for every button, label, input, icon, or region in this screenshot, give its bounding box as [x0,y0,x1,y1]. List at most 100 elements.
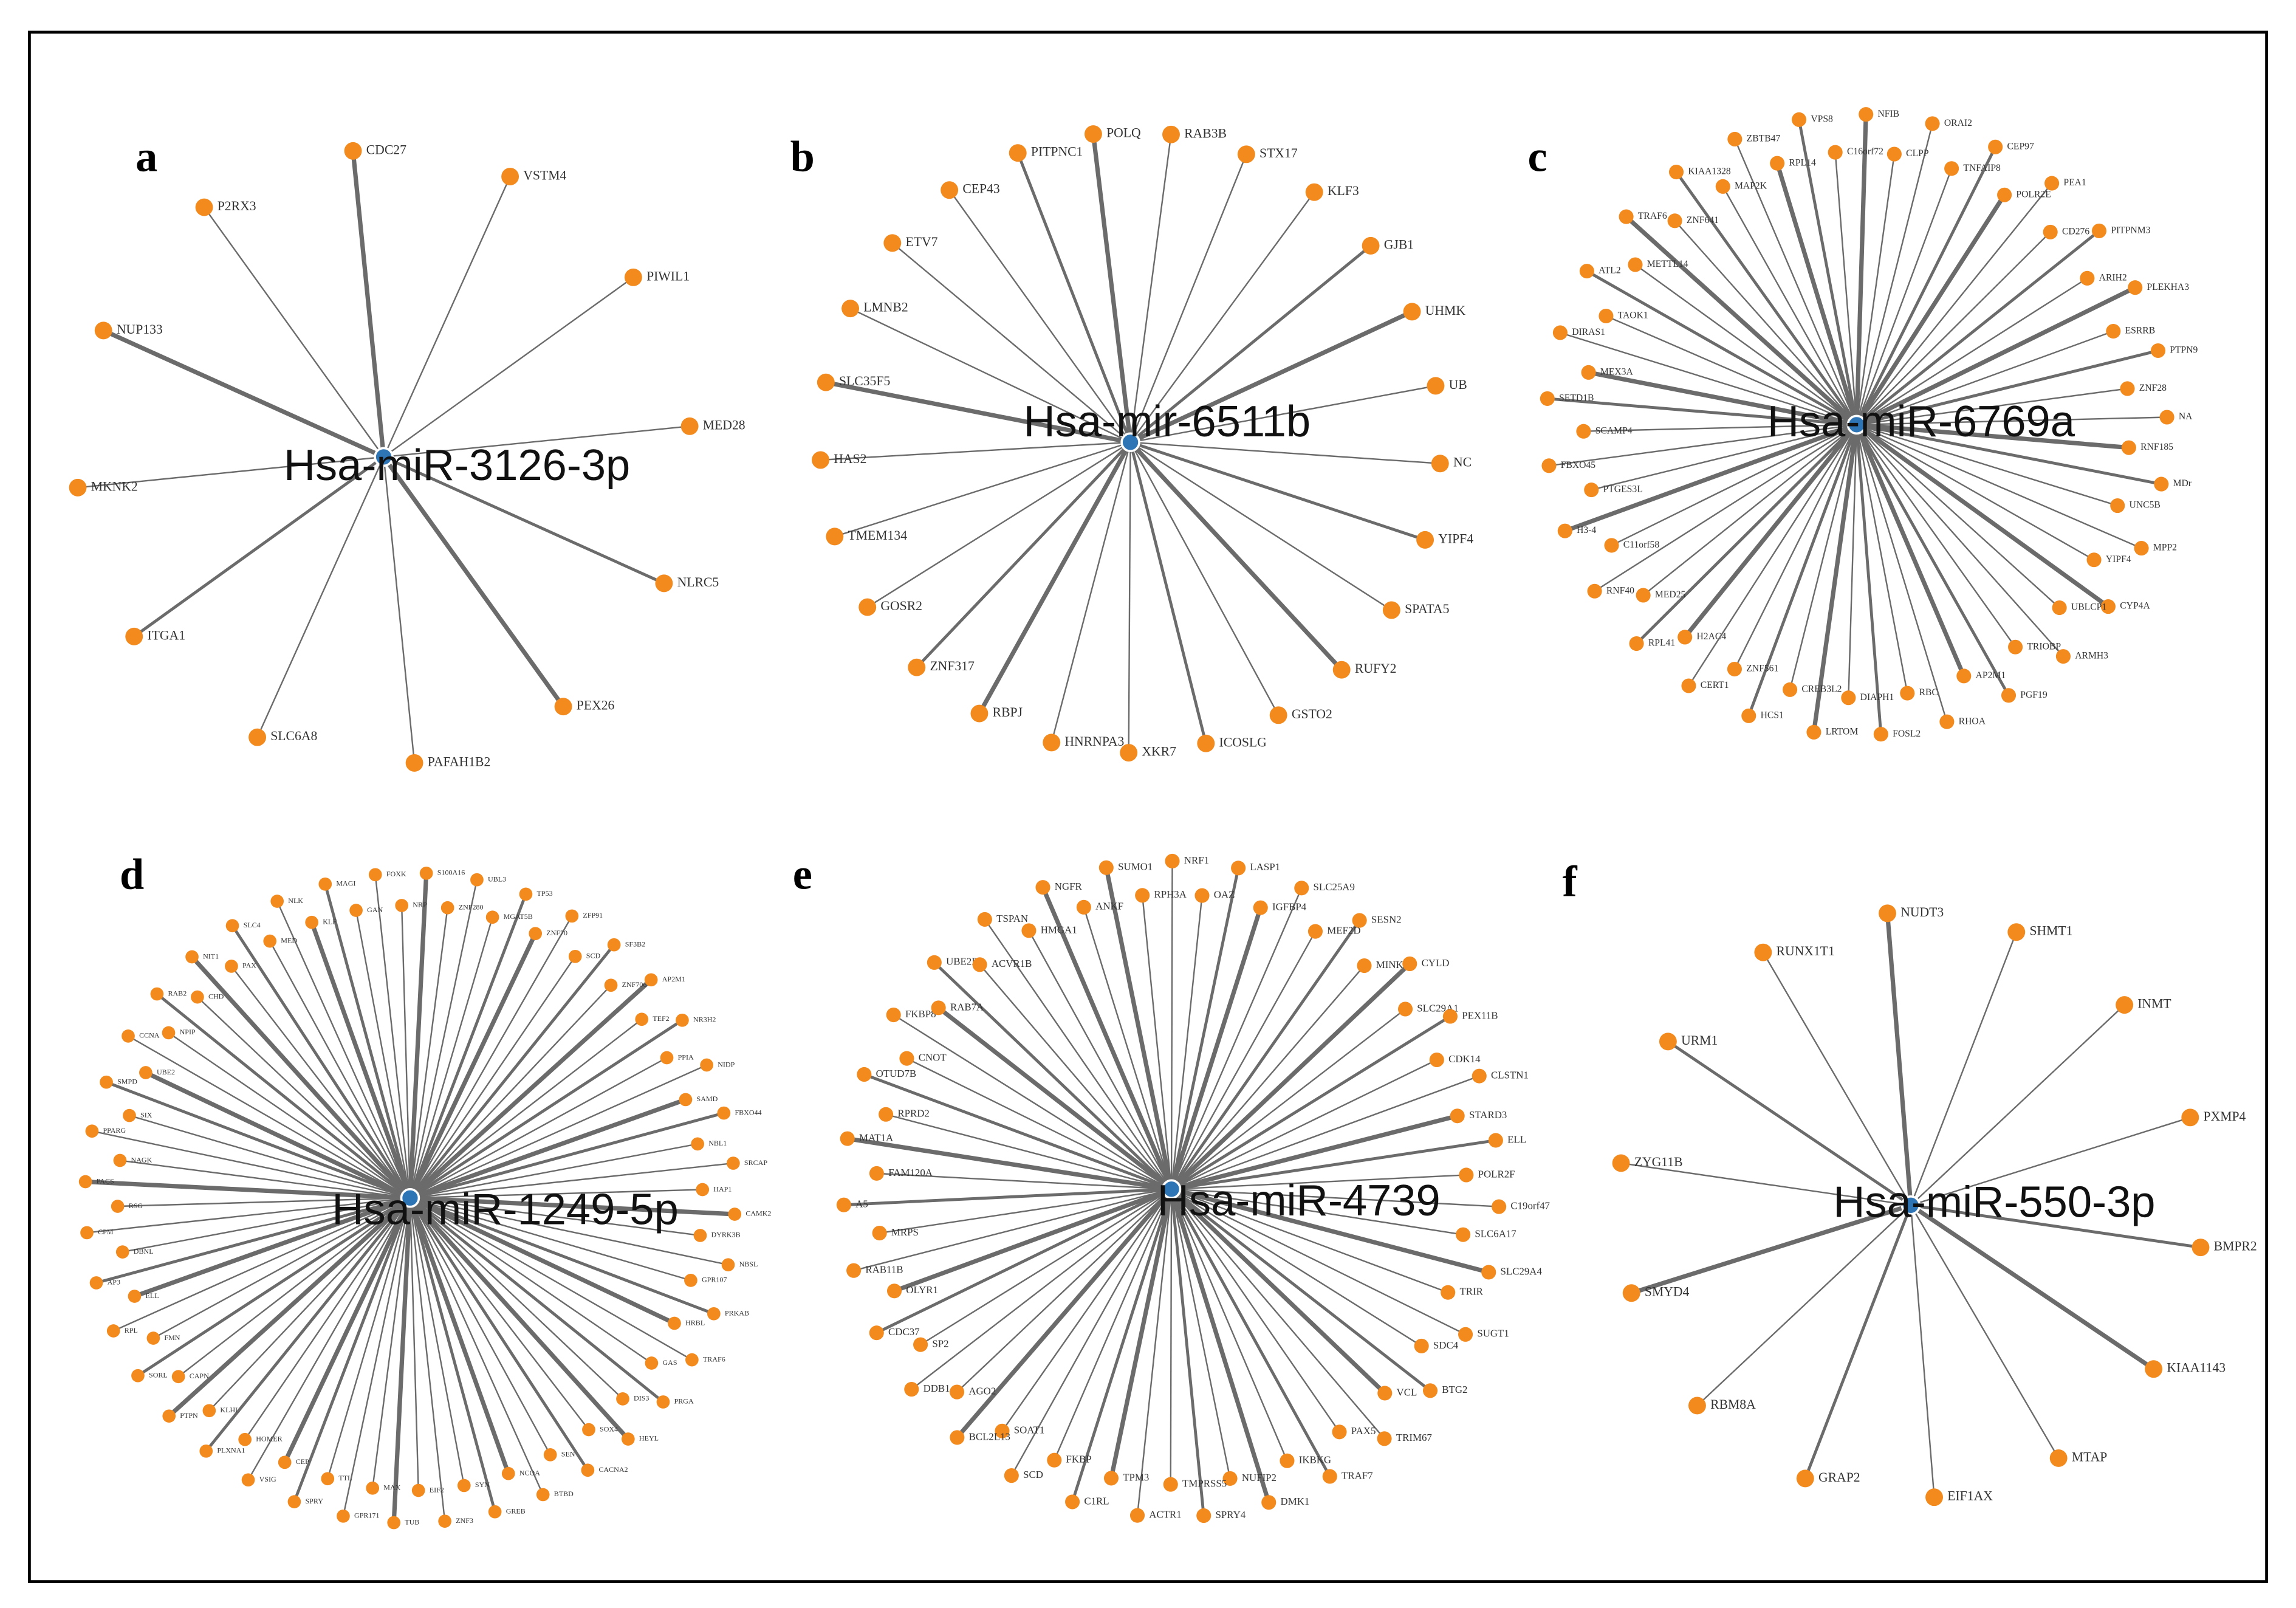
node-label: TPM3 [1123,1471,1149,1483]
edge [410,1197,693,1361]
edge [409,1195,676,1325]
node-label: SMPD [117,1077,137,1085]
edge [137,1197,411,1377]
node [2110,498,2125,514]
node [368,868,382,882]
node-label: SLC6A17 [1475,1228,1516,1240]
node [2120,381,2135,396]
node [1770,156,1785,171]
node [1783,682,1798,697]
edge [409,1019,684,1200]
node [162,1409,176,1423]
node [1429,1052,1444,1068]
node-label: NUFIP2 [1242,1472,1277,1483]
node-label: SORL [149,1370,168,1379]
node [1754,943,1772,961]
edge [1675,171,1858,426]
node-label: RAB11B [865,1264,903,1276]
node-label: HRBL [685,1318,705,1327]
edge [1611,424,1857,546]
node [1422,1383,1438,1398]
node [519,887,533,901]
node-label: SCAMP4 [1595,425,1633,436]
node [248,728,267,746]
node-label: BTBD [554,1489,574,1498]
edge [410,1057,668,1199]
node-label: MEX3A [1600,366,1634,377]
panel-letter: a [135,132,157,181]
node [857,1067,872,1082]
network-panel: SUMO1 RPH3A NRF1 OAZ LASP1 IGFBP4 SLC25A9 MEF2D… [793,850,1550,1524]
node [113,1153,127,1167]
node-label: NLRC5 [677,575,719,589]
edge [293,1197,412,1503]
edge [892,242,1131,443]
edge [1171,1008,1406,1190]
edge [1856,423,2162,486]
node-label: ZNF280 [459,902,484,911]
node-label: MAX [383,1483,400,1492]
edge [1848,424,1858,698]
edge [197,996,411,1199]
node [1828,145,1843,160]
node [321,1472,335,1486]
node [840,1131,855,1146]
node-label: ORAI2 [1944,118,1972,128]
edge [1856,330,2114,425]
edge [1170,895,1203,1189]
node [931,1000,946,1015]
node-label: GPR107 [702,1276,727,1284]
edge [410,1112,724,1200]
node [1004,1468,1019,1483]
node-label: PGF19 [2020,690,2048,700]
node-label: BMPR2 [2214,1239,2257,1254]
node-label: NA [2179,411,2193,422]
node-label: FBXO45 [1561,460,1596,470]
edge [867,441,1131,608]
node [1727,661,1742,677]
node [693,1229,707,1242]
edge [1547,397,1857,427]
node [270,895,284,908]
node-label: STX17 [1259,146,1298,160]
node [501,1466,515,1480]
node-label: KLF [323,918,337,926]
node [1873,727,1888,742]
edge [1855,422,2110,609]
edge [1129,441,1426,541]
edge [409,944,615,1199]
edge [1856,285,2136,427]
node-label: NUP133 [117,322,163,337]
node [668,1316,681,1330]
edge [410,1143,698,1199]
edge [1041,886,1174,1191]
node [1622,1284,1640,1302]
edge [1091,134,1133,443]
edge [1885,913,1913,1206]
node [318,877,332,891]
node-label: PLEKHA3 [2147,282,2189,292]
edge [1129,442,1208,744]
node [972,957,987,972]
edge [885,1113,1172,1190]
node-label: TRIOBP [2027,641,2061,651]
edge [906,1057,1172,1190]
edge [1128,441,1343,672]
edge [410,1197,623,1400]
node [826,527,844,546]
edge [409,1197,589,1431]
edge [77,456,384,489]
node [1135,888,1150,903]
edge [1170,867,1240,1190]
node-label: CYP4A [2120,601,2150,611]
node-label: RPL14 [1789,157,1816,168]
edge [1856,230,2100,426]
edge [102,328,385,459]
node-label: PTPN9 [2170,345,2198,356]
node [1397,1002,1413,1017]
node-label: PRKAB [725,1309,749,1318]
node [1103,1471,1119,1486]
node-label: S100A16 [437,868,465,877]
node [565,909,579,923]
node-label: PEX11B [1462,1009,1498,1021]
